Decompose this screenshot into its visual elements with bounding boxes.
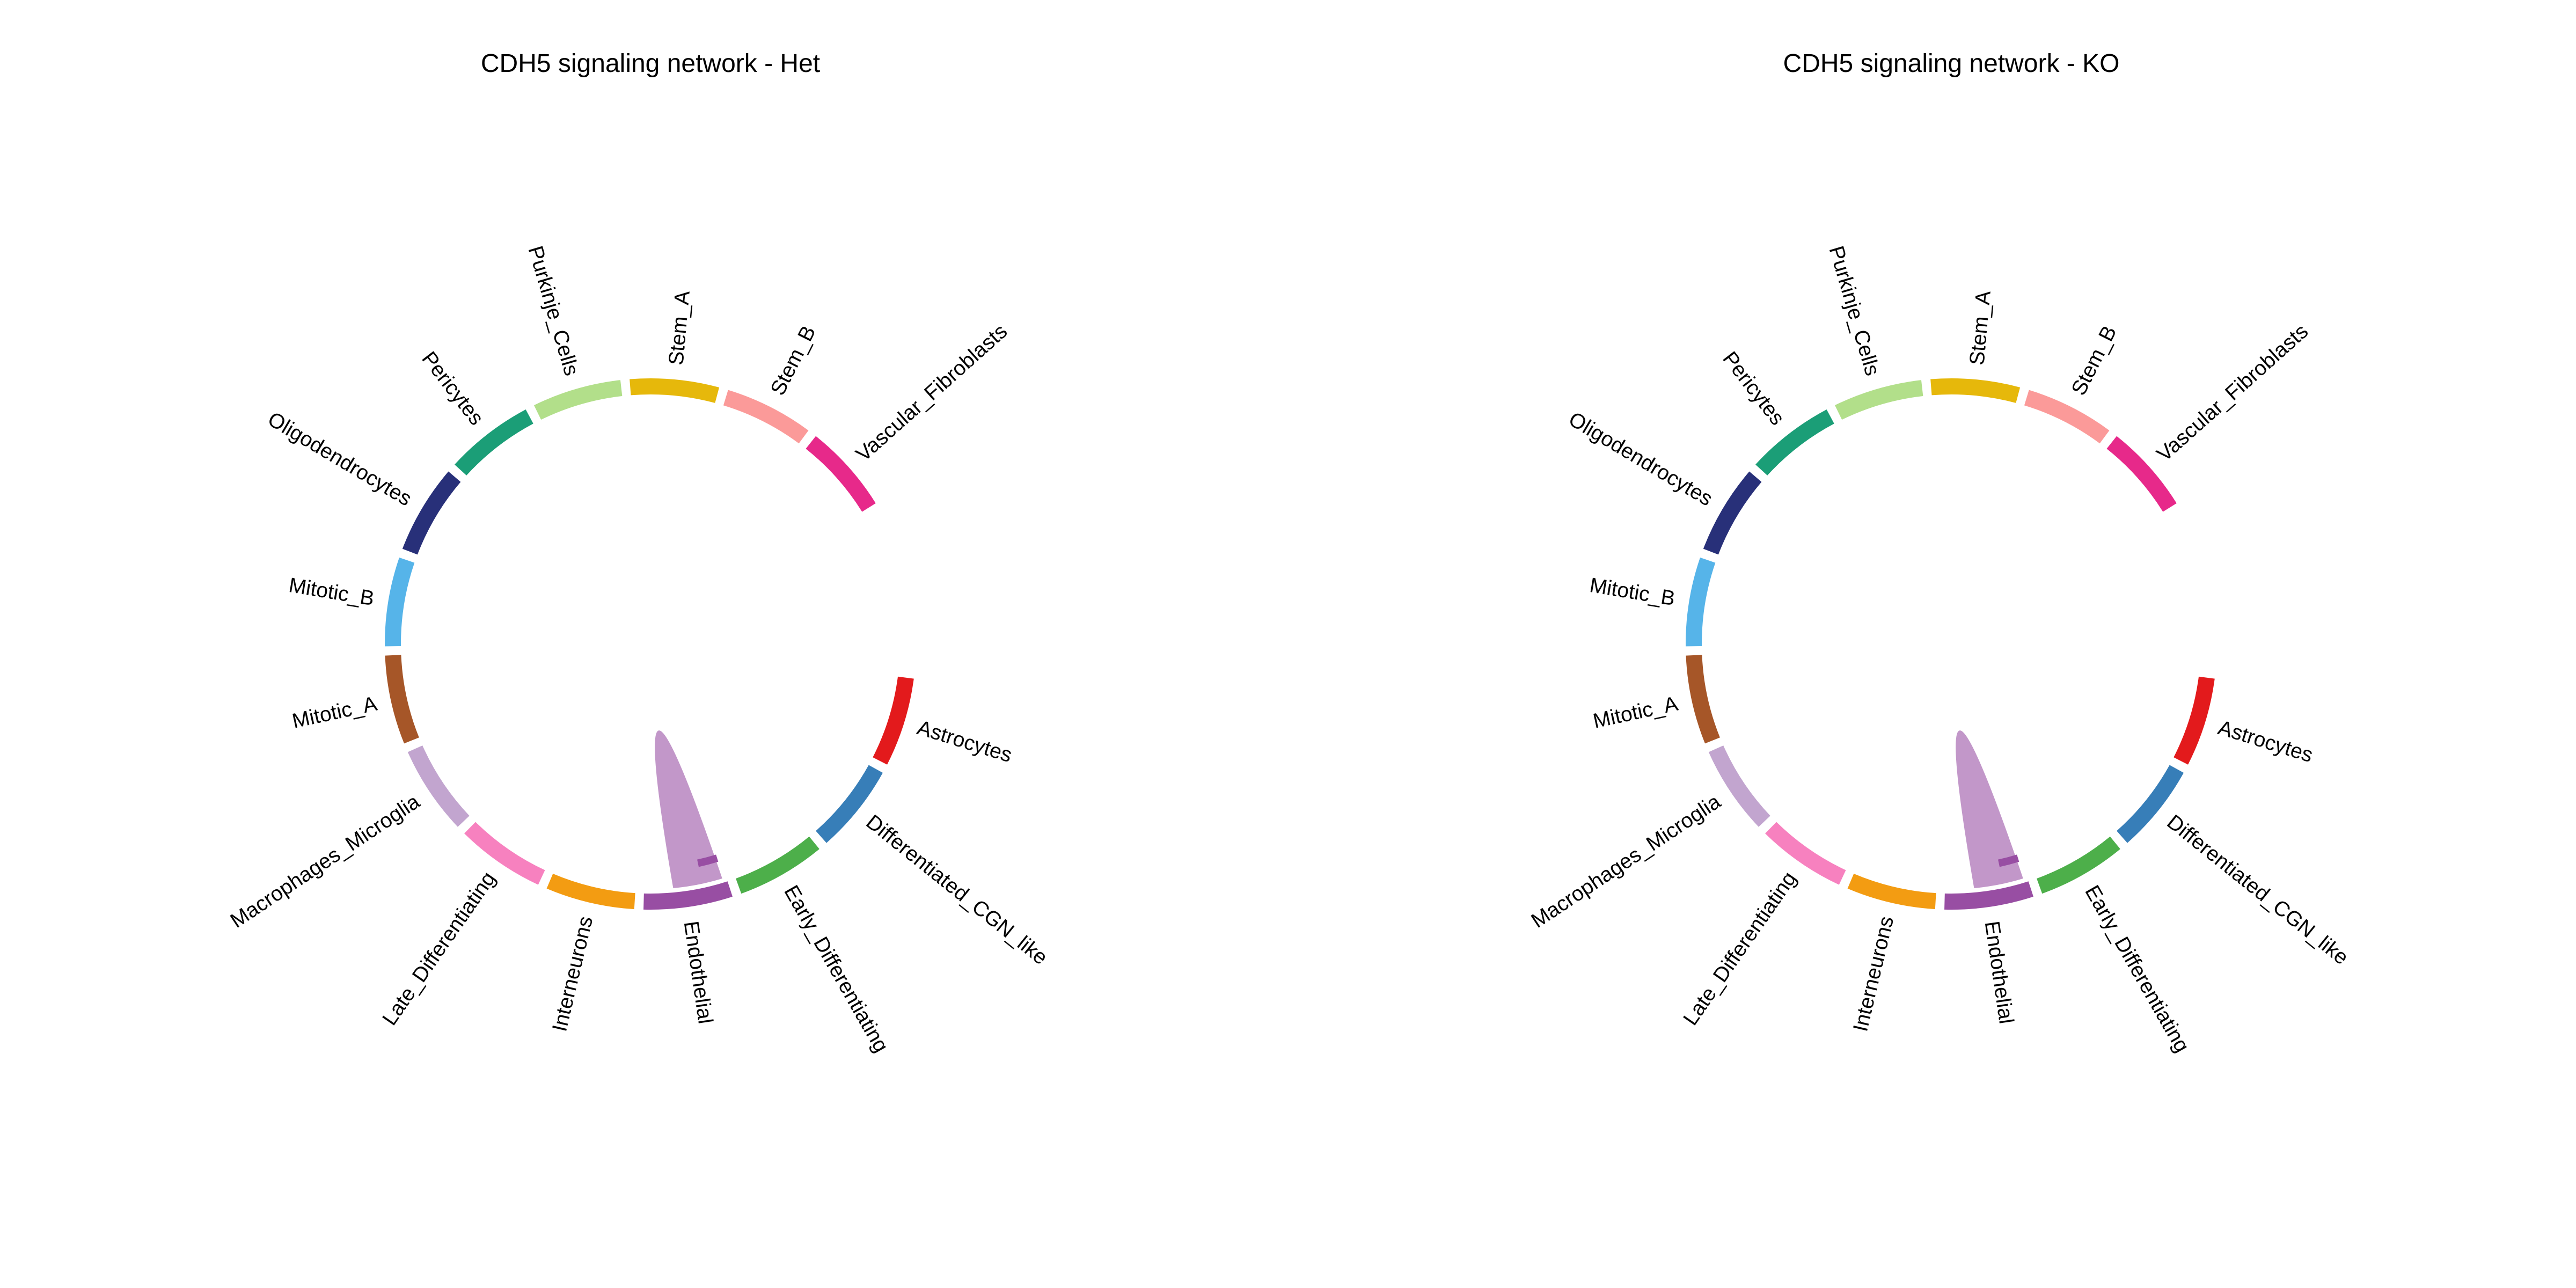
chord-arcs (385, 378, 914, 910)
label-differentiated-cgn-like: Differentiated_CGN_like (2163, 810, 2353, 969)
arc-pericytes (1755, 409, 1834, 475)
arc-interneurons (546, 874, 635, 910)
label-astrocytes: Astrocytes (2215, 716, 2316, 767)
arc-purkinje-cells (1835, 380, 1923, 420)
panel-title: CDH5 signaling network - Het (481, 49, 820, 78)
arc-stem-a (630, 378, 720, 403)
arc-mitotic-a (1686, 655, 1720, 744)
label-astrocytes: Astrocytes (914, 716, 1015, 767)
arc-oligodendrocytes (1703, 471, 1762, 555)
arc-endothelial (1944, 881, 2033, 910)
arc-stem-b (723, 390, 809, 444)
label-macrophages-microglia: Macrophages_Microglia (1527, 790, 1725, 933)
arc-oligodendrocytes (402, 471, 461, 555)
chord-labels: Astrocytes Differentiated_CGN_likeEarly_D… (226, 244, 1052, 1057)
arc-early-differentiating (736, 836, 819, 894)
label-endothelial: Endothelial (679, 920, 717, 1026)
arc-late-differentiating (1765, 822, 1846, 885)
label-oligodendrocytes: Oligodendrocytes (1565, 407, 1717, 510)
label-stem-a: Stem_A (664, 290, 694, 366)
label-purkinje-cells: Purkinje_Cells (524, 244, 583, 378)
chord-arcs (1686, 378, 2215, 910)
arc-mitotic-b (1686, 557, 1716, 647)
chord-panel-ko: CDH5 signaling network - KO Astrocytes Di… (1527, 49, 2353, 1056)
label-stem-b: Stem_B (2067, 322, 2121, 399)
label-differentiated-cgn-like: Differentiated_CGN_like (862, 810, 1052, 969)
label-pericytes: Pericytes (417, 347, 488, 429)
label-mitotic-b: Mitotic_B (287, 574, 376, 610)
arc-macrophages-microglia (407, 745, 470, 827)
label-vascular-fibroblasts: Vascular_Fibroblasts (852, 320, 1012, 466)
label-interneurons: Interneurons (548, 914, 597, 1034)
label-late-differentiating: Late_Differentiating (1679, 868, 1801, 1030)
link-self-band-endothelial (1998, 854, 2019, 867)
arc-early-differentiating (2037, 836, 2120, 894)
arc-stem-a (1930, 378, 2021, 403)
chord-labels: Astrocytes Differentiated_CGN_likeEarly_D… (1527, 244, 2353, 1057)
arc-astrocytes (2174, 676, 2215, 765)
label-mitotic-a: Mitotic_A (290, 692, 379, 733)
label-pericytes: Pericytes (1718, 347, 1789, 429)
label-interneurons: Interneurons (1849, 914, 1898, 1034)
label-purkinje-cells: Purkinje_Cells (1825, 244, 1884, 378)
label-mitotic-b: Mitotic_B (1588, 574, 1677, 610)
label-stem-b: Stem_B (766, 322, 821, 399)
link-self-band-endothelial (697, 854, 719, 867)
arc-endothelial (643, 881, 733, 910)
label-mitotic-a: Mitotic_A (1591, 692, 1680, 733)
arc-astrocytes (873, 676, 914, 765)
label-early-differentiating: Early_Differentiating (2080, 882, 2193, 1057)
arc-differentiated-cgn-like (816, 765, 883, 843)
arc-interneurons (1847, 874, 1936, 910)
arc-late-differentiating (464, 822, 545, 885)
arc-pericytes (455, 409, 533, 475)
chord-panel-het: CDH5 signaling network - Het Astrocytes D… (226, 49, 1052, 1056)
arc-differentiated-cgn-like (2117, 765, 2184, 843)
arc-macrophages-microglia (1708, 745, 1770, 827)
arc-stem-b (2024, 390, 2110, 444)
link-self-endothelial (655, 730, 722, 889)
link-self-endothelial (1956, 730, 2023, 889)
chord-links (1956, 730, 2023, 889)
label-macrophages-microglia: Macrophages_Microglia (226, 790, 424, 933)
chord-links (655, 730, 722, 889)
arc-mitotic-a (385, 655, 419, 744)
label-oligodendrocytes: Oligodendrocytes (264, 407, 416, 510)
arc-mitotic-b (385, 557, 415, 647)
label-vascular-fibroblasts: Vascular_Fibroblasts (2153, 320, 2312, 466)
arc-vascular-fibroblasts (2106, 436, 2177, 512)
label-endothelial: Endothelial (1980, 920, 2018, 1026)
arc-purkinje-cells (534, 380, 623, 420)
label-early-differentiating: Early_Differentiating (779, 882, 892, 1057)
panel-title: CDH5 signaling network - KO (1783, 49, 2120, 78)
label-stem-a: Stem_A (1965, 290, 1995, 366)
arc-vascular-fibroblasts (806, 436, 876, 512)
label-late-differentiating: Late_Differentiating (378, 868, 500, 1030)
